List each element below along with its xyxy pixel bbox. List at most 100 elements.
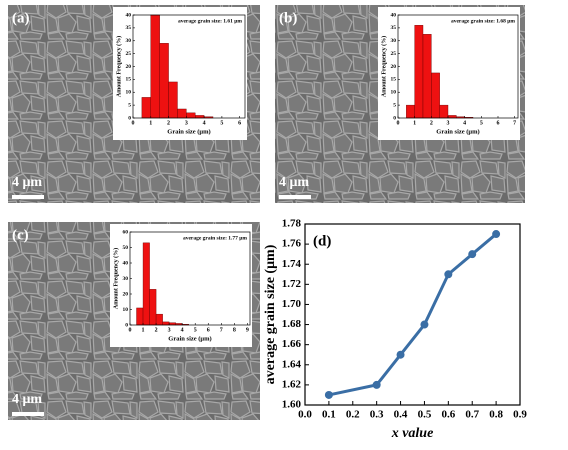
x-tick-label: 0.8 bbox=[489, 409, 503, 421]
y-tick-label: 0 bbox=[128, 115, 131, 121]
y-tick-label: 10 bbox=[126, 90, 132, 96]
x-tick-label: 0 bbox=[397, 120, 400, 126]
histogram-bar bbox=[159, 43, 169, 119]
histogram-bar bbox=[422, 34, 432, 119]
y-tick-label: 5 bbox=[128, 102, 131, 108]
histogram-bar bbox=[439, 104, 449, 119]
x-tick-label: 7 bbox=[220, 327, 223, 333]
histogram-bar bbox=[447, 115, 457, 119]
x-tick-label: 2 bbox=[155, 327, 158, 333]
y-axis-label: average grain size (μm) bbox=[263, 244, 278, 384]
y-tick-label: 1.62 bbox=[282, 378, 302, 390]
histogram-bar bbox=[186, 112, 196, 119]
x-tick-label: 2 bbox=[430, 120, 433, 126]
x-tick-label: 0.5 bbox=[418, 409, 432, 421]
histogram-bar bbox=[177, 108, 187, 119]
y-tick-label: 1.78 bbox=[282, 218, 302, 230]
y-tick-label: 15 bbox=[126, 77, 132, 83]
y-tick-label: 40 bbox=[123, 260, 129, 266]
y-tick-label: 5 bbox=[393, 102, 396, 108]
histogram-bar bbox=[406, 104, 415, 119]
x-tick-label: 0.3 bbox=[370, 409, 384, 421]
x-tick-label: 9 bbox=[246, 327, 249, 333]
plot-frame bbox=[304, 223, 521, 406]
y-tick-label: 10 bbox=[123, 307, 129, 313]
x-tick-label: 6 bbox=[497, 120, 500, 126]
y-tick-label: 0 bbox=[393, 115, 396, 121]
histogram-bar bbox=[155, 313, 163, 326]
x-tick-label: 0.2 bbox=[346, 409, 360, 421]
histogram-bar bbox=[414, 25, 424, 119]
scale-bar bbox=[279, 195, 311, 199]
y-tick-label: 30 bbox=[123, 276, 129, 282]
scale-bar-label: 4 μm bbox=[12, 175, 42, 190]
x-tick-label: 5 bbox=[480, 120, 483, 126]
y-tick-label: 1.74 bbox=[282, 258, 302, 270]
scale-bar-label: 4 μm bbox=[12, 392, 42, 407]
histogram-bar bbox=[136, 307, 144, 326]
histogram-bar bbox=[431, 72, 440, 119]
x-tick-label: 5 bbox=[220, 120, 223, 126]
histogram-bar bbox=[141, 97, 151, 119]
x-tick-label: 4 bbox=[181, 327, 184, 333]
y-tick-label: 20 bbox=[391, 64, 397, 70]
data-point bbox=[420, 320, 429, 329]
data-point bbox=[444, 270, 453, 279]
x-tick-label: 8 bbox=[233, 327, 236, 333]
y-tick-label: 1.64 bbox=[282, 358, 302, 370]
x-tick-label: 4 bbox=[203, 120, 206, 126]
x-tick-label: 3 bbox=[185, 120, 188, 126]
x-axis-label: Grain size (μm) bbox=[436, 128, 479, 135]
x-tick-label: 6 bbox=[238, 120, 241, 126]
y-tick-label: 25 bbox=[391, 51, 397, 57]
x-tick-label: 0.9 bbox=[513, 409, 527, 421]
y-tick-label: 40 bbox=[391, 12, 397, 18]
y-tick-label: 20 bbox=[123, 291, 129, 297]
data-point bbox=[396, 350, 405, 359]
annotation: average grain size: 1.77 μm bbox=[183, 235, 247, 241]
y-tick-label: 50 bbox=[123, 245, 129, 251]
x-tick-label: 4 bbox=[463, 120, 466, 126]
y-tick-label: 35 bbox=[391, 25, 397, 31]
data-point bbox=[324, 390, 333, 399]
x-axis-label: Grain size (μm) bbox=[167, 128, 210, 135]
y-tick-label: 1.60 bbox=[282, 399, 302, 411]
y-tick-label: 30 bbox=[391, 38, 397, 44]
y-tick-label: 1.76 bbox=[282, 238, 302, 250]
x-tick-label: 0 bbox=[132, 120, 135, 126]
x-tick-label: 0.4 bbox=[394, 409, 408, 421]
y-tick-label: 20 bbox=[126, 64, 132, 70]
x-tick-label: 0.0 bbox=[298, 409, 312, 421]
y-tick-label: 1.68 bbox=[282, 318, 302, 330]
histogram-bar bbox=[149, 289, 157, 326]
x-tick-label: 6 bbox=[207, 327, 210, 333]
y-tick-label: 1.66 bbox=[282, 338, 302, 350]
x-axis-label: x value bbox=[391, 426, 434, 441]
x-tick-label: 0.7 bbox=[465, 409, 479, 421]
scale-bar-label: 4 μm bbox=[279, 175, 309, 190]
data-point bbox=[492, 230, 501, 239]
x-tick-label: 7 bbox=[513, 120, 516, 126]
x-tick-label: 1 bbox=[413, 120, 416, 126]
data-line bbox=[328, 232, 498, 397]
y-tick-label: 30 bbox=[126, 38, 132, 44]
x-tick-label: 3 bbox=[168, 327, 171, 333]
annotation: average grain size: 1.68 μm bbox=[451, 18, 515, 24]
x-tick-label: 1 bbox=[142, 327, 145, 333]
annotation: average grain size: 1.61 μm bbox=[178, 18, 242, 24]
panel-label: (a) bbox=[12, 10, 30, 26]
data-point bbox=[468, 250, 477, 259]
panel-label: (b) bbox=[279, 10, 297, 26]
y-axis-label: Amount Frequency (%) bbox=[112, 248, 119, 309]
scale-bar bbox=[12, 195, 44, 199]
y-tick-label: 60 bbox=[123, 229, 129, 235]
x-tick-label: 2 bbox=[167, 120, 170, 126]
y-tick-label: 25 bbox=[126, 51, 132, 57]
panel-label: (d) bbox=[313, 233, 331, 249]
x-tick-label: 0 bbox=[129, 327, 132, 333]
histogram-bar bbox=[142, 242, 150, 326]
y-tick-label: 35 bbox=[126, 25, 132, 31]
panel-label: (c) bbox=[12, 227, 29, 243]
x-tick-label: 5 bbox=[194, 327, 197, 333]
y-axis-label: Amount Frequency (%) bbox=[115, 36, 122, 97]
